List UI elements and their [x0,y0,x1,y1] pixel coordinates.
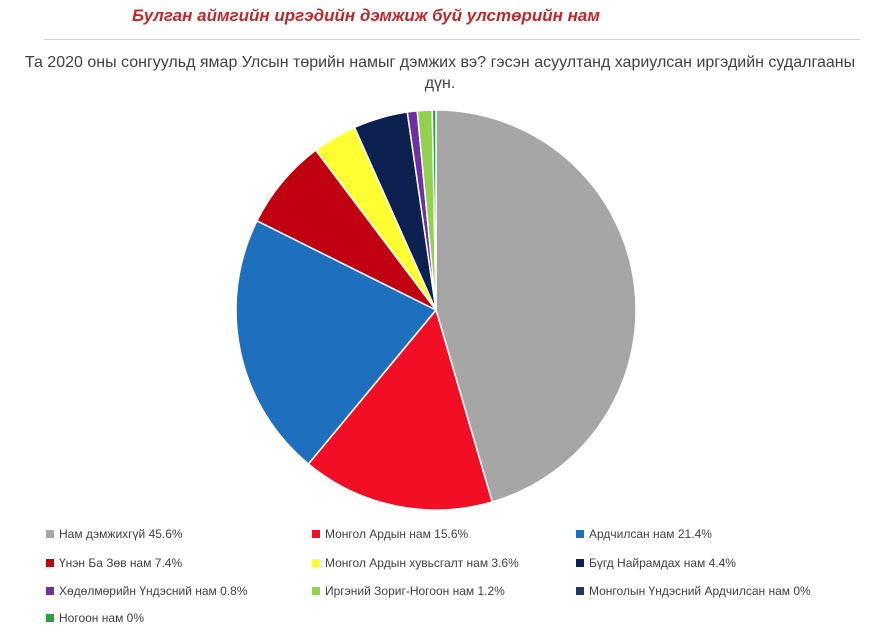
pie-slice-9 [431,109,437,311]
legend-item: Нам дэмжихгүй 45.6% [46,527,183,541]
legend-label: Үнэн Ба Зөв нам 7.4% [59,556,183,570]
legend-swatch [46,559,54,567]
legend-item: Иргэний Зориг-Ногоон нам 1.2% [312,584,505,598]
legend-swatch [312,530,320,538]
legend-swatch [312,559,320,567]
legend-label: Нам дэмжихгүй 45.6% [59,527,183,541]
chart-title: Та 2020 оны сонгуульд ямар Улсын төрийн … [24,54,856,92]
page-headline: Булган аймгийн иргэдийн дэмжиж буй улстө… [132,6,600,25]
legend-label: Ногоон нам 0% [59,611,144,625]
legend-item: Монгол Ардын хувьсгалт нам 3.6% [312,556,519,570]
legend-item: Үнэн Ба Зөв нам 7.4% [46,556,182,570]
legend-label: Бүгд Найрамдах нам 4.4% [589,556,736,570]
legend-label: Монгол Ардын хувьсгалт нам 3.6% [325,556,519,570]
legend-item: Бүгд Найрамдах нам 4.4% [576,556,736,570]
legend-item: Монголын Үндэсний Ардчилсан нам 0% [576,584,811,598]
legend-swatch [576,530,584,538]
legend-swatch [46,530,54,538]
legend-label: Иргэний Зориг-Ногоон нам 1.2% [325,584,505,598]
legend-swatch [46,614,54,622]
legend-label: Монголын Үндэсний Ардчилсан нам 0% [589,584,811,598]
legend-swatch [312,587,320,595]
pie-slice-1 [307,308,494,511]
pie-slice-2 [235,219,438,466]
legend-swatch [576,559,584,567]
legend-swatch [46,587,54,595]
legend-item: Хөдөлмөрийн Үндэсний нам 0.8% [46,584,247,598]
legend-item: Ардчилсан нам 21.4% [576,527,712,541]
legend-label: Монгол Ардын нам 15.6% [325,527,469,541]
legend-label: Хөдөлмөрийн Үндэсний нам 0.8% [59,584,248,598]
pie-slice-0 [435,109,637,503]
legend-item: Ногоон нам 0% [46,611,144,625]
legend-label: Ардчилсан нам 21.4% [589,527,712,541]
divider [44,39,860,40]
legend-swatch [576,587,584,595]
legend-item: Монгол Ардын нам 15.6% [312,527,468,541]
